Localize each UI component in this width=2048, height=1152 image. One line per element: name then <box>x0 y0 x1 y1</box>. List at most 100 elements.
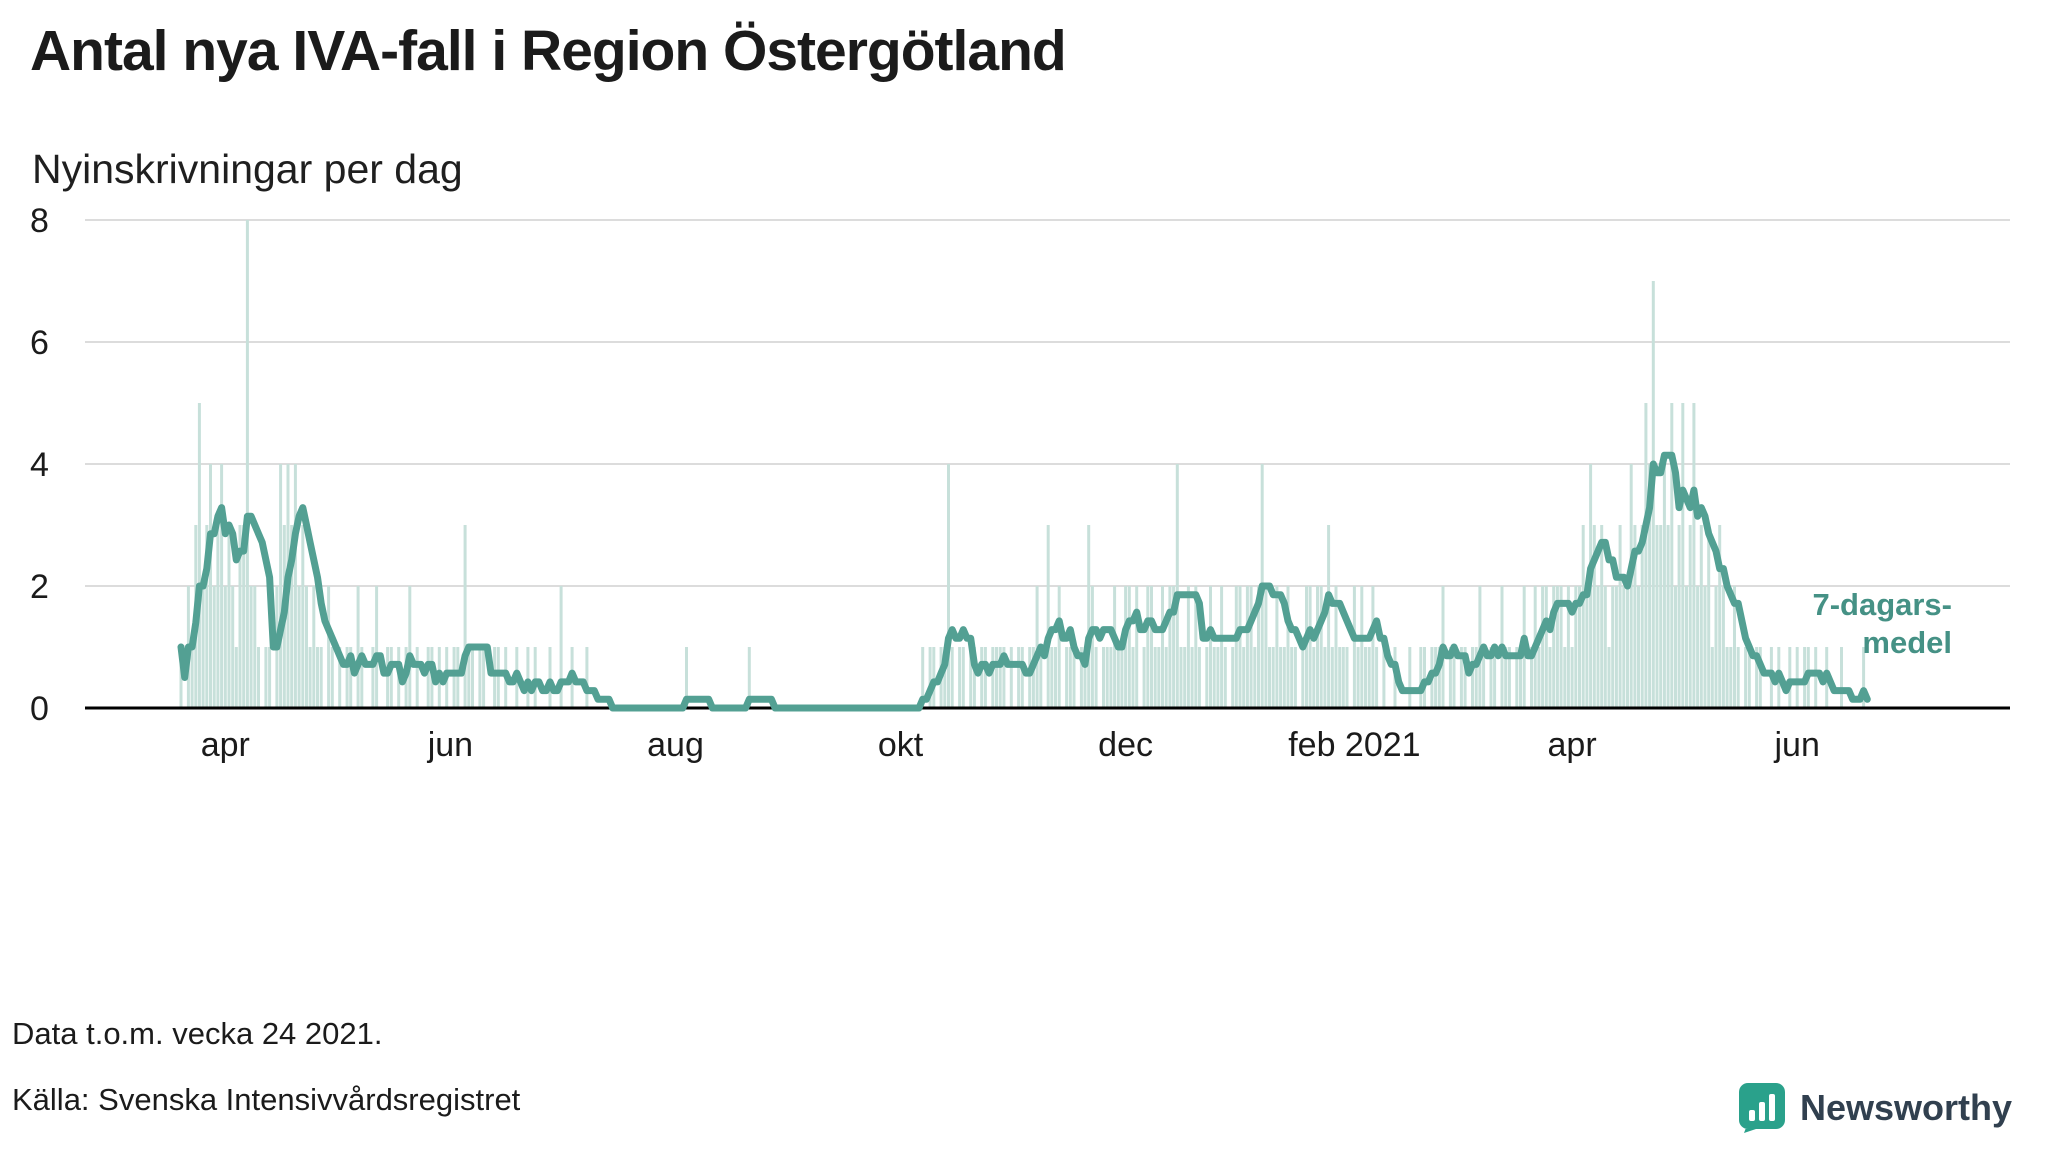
daily-bar <box>1644 403 1648 708</box>
daily-bar <box>463 525 467 708</box>
newsworthy-branding: Newsworthy <box>1738 1082 2012 1134</box>
daily-bar <box>1814 647 1818 708</box>
x-tick-label: dec <box>1098 726 1153 764</box>
daily-bar <box>1352 586 1356 708</box>
y-tick-label: 8 <box>30 202 49 240</box>
daily-bar <box>1367 647 1371 708</box>
daily-bar <box>1840 647 1843 708</box>
daily-bar <box>1596 586 1600 708</box>
daily-bar <box>1744 647 1748 708</box>
daily-bar <box>478 647 482 708</box>
daily-bar <box>216 525 220 708</box>
daily-bar <box>1220 586 1224 708</box>
daily-bar <box>1146 586 1150 708</box>
daily-bar <box>452 647 456 708</box>
daily-bar <box>1463 647 1467 708</box>
page-title: Antal nya IVA-fall i Region Östergötland <box>30 19 1067 83</box>
daily-bar <box>1629 464 1633 708</box>
daily-bar <box>1131 647 1135 708</box>
daily-bar <box>1319 586 1323 708</box>
daily-bar <box>1640 525 1644 708</box>
daily-bar <box>1194 586 1198 708</box>
daily-bar <box>1592 525 1596 708</box>
daily-bar <box>1677 525 1681 708</box>
daily-bar <box>1618 525 1622 708</box>
daily-bar <box>1264 586 1268 708</box>
daily-bar <box>1633 525 1637 708</box>
daily-bar <box>559 586 563 708</box>
daily-bar <box>1293 647 1297 708</box>
daily-bar <box>301 525 305 708</box>
daily-bar <box>179 647 183 708</box>
daily-bar <box>1548 647 1552 708</box>
daily-bar <box>1659 525 1663 708</box>
daily-bar <box>1696 586 1700 708</box>
daily-bar <box>375 586 379 708</box>
daily-bar <box>1655 525 1659 708</box>
daily-bar <box>1448 647 1452 708</box>
daily-bar <box>1135 586 1139 708</box>
daily-bar <box>234 647 238 708</box>
daily-bar <box>1179 647 1183 708</box>
daily-bar <box>1009 647 1013 708</box>
daily-bar <box>1519 647 1522 708</box>
daily-bar <box>1065 647 1069 708</box>
daily-bar <box>426 647 430 708</box>
daily-bar <box>1382 647 1386 708</box>
daily-bar <box>1083 647 1087 708</box>
daily-bar <box>1068 647 1072 708</box>
daily-bar <box>1626 586 1629 708</box>
daily-bar <box>1028 647 1032 708</box>
daily-bar <box>1308 586 1312 708</box>
daily-bar <box>290 525 294 708</box>
daily-bar <box>1474 647 1478 708</box>
daily-bar <box>1515 647 1519 708</box>
daily-bar <box>1054 647 1057 708</box>
daily-bar <box>1031 647 1035 708</box>
daily-bar <box>227 525 231 708</box>
y-tick-label: 4 <box>30 446 49 484</box>
daily-bar <box>928 647 932 708</box>
daily-bar <box>1614 586 1618 708</box>
daily-bar <box>1607 647 1611 708</box>
daily-bar <box>1205 647 1209 708</box>
daily-bar <box>408 586 412 708</box>
daily-bar <box>1666 525 1670 708</box>
daily-bar <box>1537 647 1541 708</box>
daily-bar <box>264 647 268 708</box>
x-tick-label: jun <box>427 726 473 764</box>
daily-bar <box>969 647 973 708</box>
y-tick-label: 2 <box>30 568 49 606</box>
daily-bar <box>1253 647 1257 708</box>
daily-bar <box>1094 647 1098 708</box>
daily-bar <box>1541 586 1545 708</box>
daily-bar <box>980 647 984 708</box>
daily-bar <box>456 647 460 708</box>
daily-bar <box>1795 647 1799 708</box>
daily-bar <box>1161 586 1164 708</box>
daily-bar <box>1175 464 1179 708</box>
daily-bar <box>1375 647 1379 708</box>
daily-bar <box>1707 525 1711 708</box>
daily-bar <box>1360 586 1364 708</box>
daily-bar <box>197 403 201 708</box>
daily-bar <box>1039 647 1043 708</box>
daily-bar <box>493 647 497 708</box>
x-tick-label: jun <box>1774 726 1820 764</box>
daily-bar <box>338 647 342 708</box>
daily-bar <box>1736 647 1740 708</box>
daily-bar <box>1072 647 1076 708</box>
daily-bar <box>1183 647 1187 708</box>
daily-bar <box>482 647 486 708</box>
daily-bar <box>1552 586 1556 708</box>
daily-bar <box>223 586 227 708</box>
daily-bar <box>995 647 998 708</box>
daily-bar <box>1231 647 1235 708</box>
daily-bar <box>231 586 235 708</box>
x-tick-label: apr <box>201 726 250 764</box>
daily-bar <box>1268 647 1271 708</box>
daily-bar <box>1566 586 1570 708</box>
daily-bar <box>471 647 474 708</box>
daily-bar <box>1862 647 1866 708</box>
daily-bar <box>415 647 419 708</box>
